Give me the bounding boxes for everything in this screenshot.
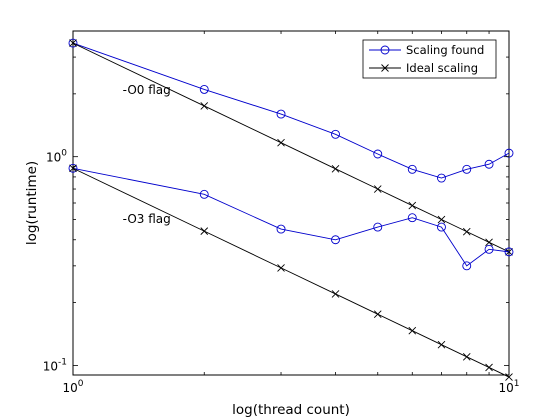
group-annotation: -O0 flag bbox=[123, 83, 171, 97]
series-line-ideal-scaling-o0 bbox=[72, 42, 510, 253]
ticks-layer: 100 101 10-1 100 bbox=[43, 30, 520, 395]
series-scaling-found-o3 bbox=[68, 163, 514, 271]
series-line-scaling-found-o0 bbox=[72, 42, 510, 179]
data-point bbox=[199, 84, 209, 94]
x-tick-label: 101 bbox=[498, 379, 519, 395]
data-point bbox=[199, 189, 209, 199]
data-point bbox=[331, 290, 340, 298]
data-point bbox=[331, 164, 340, 173]
data-point bbox=[277, 264, 285, 272]
data-point bbox=[462, 227, 471, 236]
x-axis-label: log(thread count) bbox=[232, 402, 350, 418]
annotation-layer: -O0 flag -O3 flag bbox=[123, 83, 171, 226]
data-point bbox=[485, 238, 493, 247]
data-point bbox=[462, 164, 472, 174]
y-tick-label: 10-1 bbox=[43, 357, 67, 373]
legend-entry: Ideal scaling bbox=[369, 61, 478, 75]
data-point bbox=[504, 247, 514, 257]
data-point bbox=[437, 173, 446, 183]
data-point bbox=[408, 326, 417, 335]
x-tick-label: 100 bbox=[62, 379, 83, 395]
data-point bbox=[462, 261, 472, 271]
legend: Scaling found Ideal scaling bbox=[362, 39, 497, 79]
data-point bbox=[437, 215, 446, 224]
legend-label: Scaling found bbox=[406, 43, 484, 57]
data-point bbox=[69, 39, 77, 47]
data-point bbox=[68, 163, 78, 173]
data-point bbox=[437, 222, 446, 232]
series-line-scaling-found-o3 bbox=[72, 167, 510, 267]
legend-entry: Scaling found bbox=[369, 43, 484, 57]
data-point bbox=[373, 222, 383, 232]
data-point bbox=[485, 363, 493, 372]
data-point bbox=[504, 148, 514, 158]
data-point bbox=[373, 185, 382, 193]
data-point bbox=[437, 340, 446, 349]
data-point bbox=[276, 109, 286, 119]
data-point bbox=[331, 129, 340, 139]
series-line-ideal-scaling-o3 bbox=[72, 167, 510, 378]
data-point bbox=[484, 159, 494, 169]
data-point bbox=[331, 235, 340, 245]
data-point bbox=[407, 213, 417, 223]
data-point bbox=[276, 224, 286, 234]
series-scaling-found-o0 bbox=[68, 38, 514, 183]
data-point bbox=[373, 310, 382, 319]
series-layer bbox=[68, 38, 514, 381]
legend-marker bbox=[380, 45, 390, 55]
data-point bbox=[462, 352, 471, 361]
series-ideal-scaling-o3 bbox=[69, 164, 513, 381]
group-annotation: -O3 flag bbox=[123, 212, 171, 226]
data-point bbox=[373, 149, 383, 159]
y-tick-label: 100 bbox=[46, 149, 67, 165]
data-point bbox=[277, 138, 285, 147]
y-axis-label: log(runtime) bbox=[24, 161, 40, 245]
data-point bbox=[408, 201, 417, 210]
legend-label: Ideal scaling bbox=[406, 61, 478, 75]
data-point bbox=[484, 244, 494, 254]
data-point bbox=[68, 38, 78, 48]
data-point bbox=[200, 227, 209, 235]
series-ideal-scaling-o0 bbox=[69, 39, 513, 256]
data-point bbox=[407, 164, 417, 174]
legend-marker bbox=[381, 64, 389, 72]
data-point bbox=[200, 102, 209, 110]
